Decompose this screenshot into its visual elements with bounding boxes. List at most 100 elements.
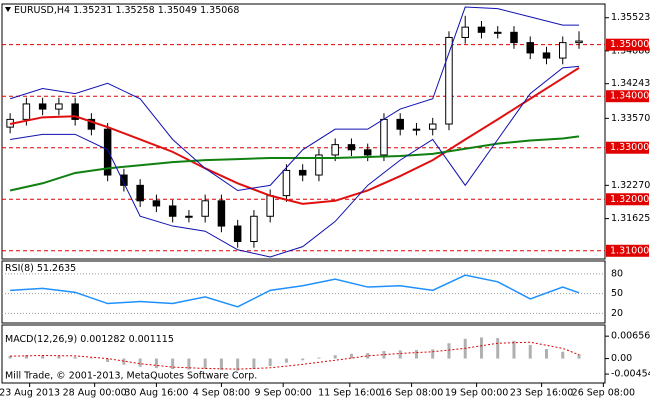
candle-body xyxy=(103,128,112,176)
macd-bar xyxy=(382,351,386,359)
level-label-box xyxy=(606,38,649,51)
candle-body xyxy=(250,215,258,243)
symbol: EURUSD,H4 xyxy=(14,5,70,16)
candle-body xyxy=(412,128,421,131)
level-label-box xyxy=(606,141,649,154)
candle-body xyxy=(380,118,388,156)
level-label: 1.35000 xyxy=(610,39,649,50)
y-tick-label: 1.35523 xyxy=(611,12,650,23)
macd-bar xyxy=(528,344,532,359)
macd-bar xyxy=(187,358,191,370)
level-label-box xyxy=(606,193,649,206)
high-quote: 1.35258 xyxy=(115,5,154,16)
rsi-value: 51.2635 xyxy=(37,263,76,274)
rsi-panel xyxy=(1,260,606,324)
rsi-tick-label: 20 xyxy=(611,308,623,319)
x-tick-label: 9 Sep 00:00 xyxy=(254,388,311,399)
close-quote: 1.35068 xyxy=(200,5,239,16)
macd-bar xyxy=(284,358,288,363)
macd-bar xyxy=(122,358,126,365)
candle-body xyxy=(510,31,518,44)
low-quote: 1.35049 xyxy=(158,5,197,16)
y-tick-label: 1.34880 xyxy=(611,45,650,56)
macd-bar xyxy=(24,355,28,359)
open-quote: 1.35231 xyxy=(73,5,112,16)
candle-body xyxy=(217,200,226,227)
indicator-line xyxy=(9,135,580,192)
macd-bar xyxy=(447,343,451,359)
candle-body xyxy=(428,123,437,130)
x-tick-label: 23 Aug 2013 xyxy=(0,388,60,399)
macd-bar xyxy=(106,358,110,362)
macd-bar xyxy=(333,355,337,359)
candle-body xyxy=(363,149,372,156)
macd-value: 0.001282 xyxy=(80,334,125,345)
level-label-box xyxy=(606,90,649,103)
candle-body xyxy=(282,169,291,197)
macd-bar xyxy=(219,358,223,370)
candle-body xyxy=(71,103,79,120)
x-tick-label: 16 Sep 08:00 xyxy=(380,388,443,399)
macd-bar xyxy=(366,353,370,359)
level-label: 1.32000 xyxy=(610,194,649,205)
macd-signal xyxy=(10,341,580,370)
indicator-line xyxy=(9,6,579,192)
copyright: Mill Trade, © 2001-2013, MetaQuotes Soft… xyxy=(5,371,257,382)
x-tick-label: 28 Aug 00:00 xyxy=(63,388,127,399)
candle-body xyxy=(542,52,551,59)
macd-bar xyxy=(171,358,175,370)
macd-tick-label: 0.00 xyxy=(611,353,632,364)
marks: 1.35523 1.34880 1.34243 1.33570 1.32270 1.316… xyxy=(0,6,650,399)
macd-tick-label: -0.004546 xyxy=(611,369,650,380)
candle-body xyxy=(266,195,274,217)
x-tick-label: 19 Sep 00:00 xyxy=(445,388,508,399)
y-tick-label: 1.32270 xyxy=(611,180,650,191)
chart-header: EURUSD,H4 1.35231 1.35258 1.35049 1.3506… xyxy=(14,5,239,16)
macd-bar xyxy=(431,349,435,359)
indicator-line xyxy=(9,67,580,205)
candle-body xyxy=(87,118,96,130)
macd-bar xyxy=(236,358,240,371)
candle-body xyxy=(168,205,177,217)
x-tick-label: 30 Aug 16:00 xyxy=(124,388,188,399)
macd-name: MACD(12,26,9) xyxy=(5,334,77,345)
macd-bar xyxy=(41,355,45,359)
candle-body xyxy=(315,154,323,176)
x-tick-label: 23 Sep 16:00 xyxy=(510,388,573,399)
x-tick-label: 26 Sep 08:00 xyxy=(572,388,635,399)
macd-bar xyxy=(496,338,500,359)
macd-bar xyxy=(317,357,321,359)
y-tick-label: 1.33570 xyxy=(611,113,650,124)
macd-panel xyxy=(1,324,606,384)
x-tick-label: 4 Sep 08:00 xyxy=(193,388,250,399)
rsi-name: RSI(8) xyxy=(5,263,34,274)
macd-bar xyxy=(479,337,483,359)
candle-body xyxy=(493,31,502,34)
macd-bar xyxy=(252,358,256,369)
candle-body xyxy=(201,200,209,217)
level-label: 1.31000 xyxy=(610,245,649,256)
candle-body xyxy=(347,144,356,151)
level-label: 1.33000 xyxy=(610,142,649,153)
candle-body xyxy=(136,184,144,202)
candle-body xyxy=(445,36,453,125)
macd-bar xyxy=(398,350,402,359)
candle-body xyxy=(185,215,193,218)
candle-body xyxy=(331,144,339,156)
candle-body xyxy=(120,174,128,186)
main-panel xyxy=(1,3,606,260)
macd-bar xyxy=(512,340,516,359)
level-label: 1.34000 xyxy=(610,91,649,102)
macd-bar xyxy=(138,358,142,367)
level-label-box xyxy=(606,244,649,257)
macd-bar xyxy=(544,349,548,359)
candle-body xyxy=(298,169,307,176)
rsi-label: RSI(8) 51.2635 xyxy=(5,263,76,274)
candle-body xyxy=(152,200,161,207)
rsi-tick-label: 50 xyxy=(611,288,623,299)
macd-bar xyxy=(154,358,158,369)
macd-bar xyxy=(203,358,207,369)
y-tick-label: 1.31625 xyxy=(611,213,650,224)
